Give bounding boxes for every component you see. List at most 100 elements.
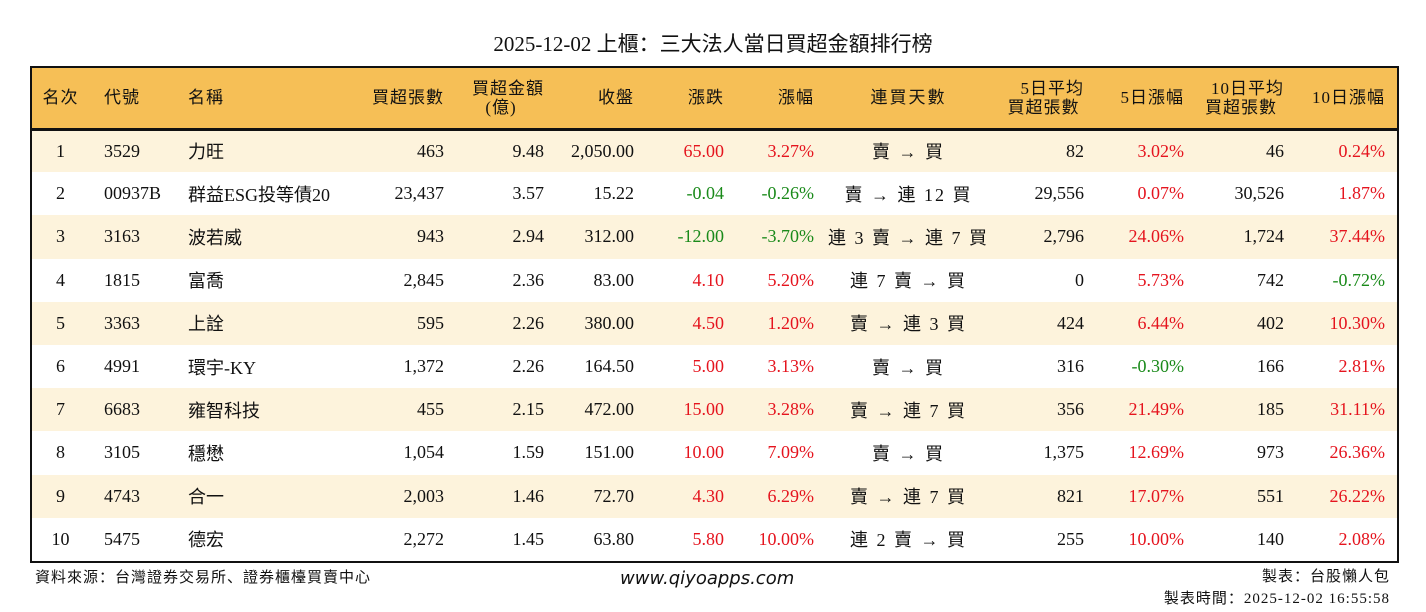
table-row[interactable]: 1 3529 力旺 463 9.48 2,050.00 65.00 3.27% 賣 → 買 82 3… (32, 129, 1397, 173)
header-label: 買超張數 (1205, 97, 1277, 117)
cell-streak: 連 2 賣 → 買 (850, 530, 967, 551)
cell-close: 2,050.00 (571, 140, 634, 161)
table-row[interactable]: 6 4991 環宇-KY 1,372 2.26 164.50 5.00 3.13% 賣 → 買 3… (32, 345, 1397, 388)
cell-change: 4.50 (692, 312, 725, 333)
cell-streak: 賣 → 連 12 買 (844, 184, 973, 205)
header-label: 10日平均 (1211, 78, 1284, 98)
header-buy-amount: 買超金額 (億) (451, 68, 551, 129)
cell-buy-volume: 23,437 (394, 183, 445, 204)
cell-code: 00937B (104, 183, 162, 204)
cell-rank: 9 (56, 485, 65, 506)
cell-code: 4743 (104, 485, 140, 506)
page-title: 2025-12-02 上櫃：三大法人當日買超金額排行榜 (493, 32, 933, 56)
cell-avg10-volume: 166 (1257, 356, 1284, 377)
cell-buy-volume: 1,372 (403, 356, 445, 377)
cell-avg5-volume: 0 (1075, 269, 1084, 290)
header-pct10: 10日漲幅 (1291, 68, 1397, 129)
cell-streak: 賣 → 連 7 買 (850, 487, 967, 508)
header-label: (億) (485, 97, 517, 117)
cell-streak: 賣 → 買 (872, 443, 945, 464)
cell-change: 4.10 (692, 269, 725, 290)
cell-change-pct: 6.29% (767, 485, 815, 506)
header-label: 買超金額 (472, 78, 544, 98)
cell-avg5-volume: 424 (1057, 312, 1084, 333)
cell-name: 上詮 (188, 314, 224, 335)
table-row[interactable]: 2 00937B 群益ESG投等債20 23,437 3.57 15.22 -0.04 -0.… (32, 172, 1397, 215)
header-buy-volume: 買超張數 (351, 68, 451, 129)
cell-code: 3105 (104, 442, 140, 463)
cell-change-pct: -3.70% (761, 226, 815, 247)
maker-info: 製表：台股懶人包 製表時間：2025-12-02 16:55:58 (1164, 566, 1390, 610)
cell-name: 環宇-KY (188, 357, 256, 378)
header-label: 5日平均 (1020, 78, 1084, 98)
table-row[interactable]: 7 6683 雍智科技 455 2.15 472.00 15.00 3.28% 賣 → 連 7 … (32, 388, 1397, 432)
cell-name: 穩懋 (188, 443, 224, 464)
cell-avg5-volume: 29,556 (1034, 183, 1085, 204)
header-change-pct: 漲幅 (731, 68, 821, 129)
cell-pct10: 1.87% (1338, 183, 1386, 204)
cell-close: 312.00 (584, 226, 635, 247)
cell-code: 5475 (104, 528, 140, 549)
cell-avg10-volume: 30,526 (1234, 183, 1285, 204)
cell-name: 波若威 (188, 227, 242, 248)
cell-buy-volume: 2,003 (403, 485, 445, 506)
cell-change-pct: 7.09% (767, 442, 815, 463)
cell-buy-volume: 595 (417, 312, 444, 333)
header-rank: 名次 (32, 68, 89, 129)
header-label: 名次 (42, 88, 79, 108)
table-row[interactable]: 10 5475 德宏 2,272 1.45 63.80 5.80 10.00% 連 2 賣 → … (32, 518, 1397, 561)
maker: 製表：台股懶人包 (1261, 569, 1390, 585)
cell-avg10-volume: 185 (1257, 399, 1284, 420)
cell-avg10-volume: 973 (1257, 442, 1284, 463)
table-row[interactable]: 9 4743 合一 2,003 1.46 72.70 4.30 6.29% 賣 → 連 7 買 8… (32, 474, 1397, 518)
cell-rank: 8 (56, 442, 65, 463)
cell-code: 1815 (104, 269, 140, 290)
cell-name: 德宏 (188, 530, 224, 551)
cell-change-pct: 3.13% (767, 356, 815, 377)
cell-change-pct: 5.20% (767, 269, 815, 290)
cell-close: 472.00 (584, 399, 635, 420)
cell-pct5: 21.49% (1128, 399, 1185, 420)
cell-change: 15.00 (683, 399, 725, 420)
cell-change: 5.00 (692, 356, 725, 377)
cell-buy-amount: 2.94 (512, 226, 545, 247)
header-label: 漲幅 (778, 88, 814, 108)
header-label: 5日漲幅 (1120, 88, 1184, 108)
cell-name: 力旺 (188, 142, 224, 163)
cell-change-pct: 3.28% (767, 399, 815, 420)
cell-pct5: 12.69% (1128, 442, 1185, 463)
header-label: 買超張數 (372, 88, 444, 108)
header-code: 代號 (89, 68, 181, 129)
cell-buy-amount: 1.59 (512, 442, 545, 463)
cell-change: 5.80 (692, 528, 725, 549)
cell-change-pct: -0.26% (761, 183, 815, 204)
cell-buy-amount: 1.45 (512, 528, 545, 549)
cell-name: 群益ESG投等債20 (188, 184, 331, 205)
table-row[interactable]: 4 1815 富喬 2,845 2.36 83.00 4.10 5.20% 連 7 賣 → 買 0… (32, 259, 1397, 302)
header-label: 漲跌 (688, 88, 724, 108)
cell-streak: 連 7 賣 → 買 (850, 271, 967, 292)
cell-close: 63.80 (593, 528, 635, 549)
cell-pct10: 26.22% (1329, 485, 1386, 506)
header-close: 收盤 (551, 68, 641, 129)
cell-buy-amount: 2.36 (512, 269, 545, 290)
cell-buy-amount: 1.46 (512, 485, 545, 506)
cell-close: 380.00 (584, 312, 635, 333)
cell-code: 6683 (104, 399, 140, 420)
cell-rank: 4 (56, 269, 65, 290)
table-header: 名次 代號 名稱 買超張數 買超金額 (億) 收盤 漲跌 漲幅 連買天數 5日平均 買超張數 5日漲幅 1… (32, 68, 1397, 129)
cell-avg5-volume: 2,796 (1043, 226, 1085, 247)
cell-streak: 賣 → 買 (872, 142, 945, 163)
table-row[interactable]: 5 3363 上詮 595 2.26 380.00 4.50 1.20% 賣 → 連 3 買 42… (32, 301, 1397, 345)
cell-pct10: 26.36% (1329, 442, 1386, 463)
made-time: 製表時間：2025-12-02 16:55:58 (1163, 591, 1390, 607)
table-row[interactable]: 8 3105 穩懋 1,054 1.59 151.00 10.00 7.09% 賣 → 買 1,3… (32, 431, 1397, 474)
website-link[interactable]: www.qiyoapps.com (620, 568, 795, 589)
cell-buy-volume: 2,845 (403, 269, 445, 290)
cell-avg5-volume: 82 (1066, 140, 1084, 161)
cell-change: -12.00 (677, 226, 725, 247)
table-row[interactable]: 3 3163 波若威 943 2.94 312.00 -12.00 -3.70% 連 3 賣 →… (32, 215, 1397, 259)
header-streak: 連買天數 (821, 68, 996, 129)
cell-close: 15.22 (593, 183, 635, 204)
cell-buy-volume: 455 (417, 399, 444, 420)
